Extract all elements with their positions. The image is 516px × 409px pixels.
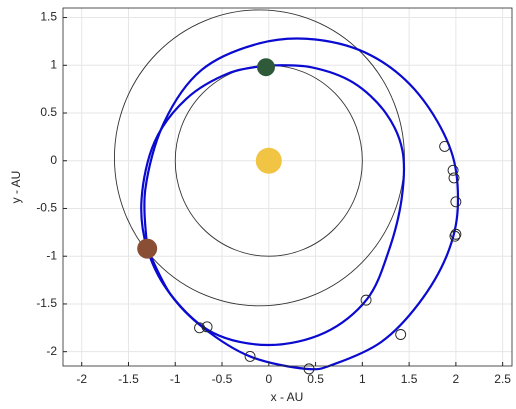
x-tick-label: -1 <box>170 372 181 386</box>
x-tick-label: -1.5 <box>118 372 139 386</box>
y-axis-label: y - AU <box>9 171 23 204</box>
body <box>256 148 282 174</box>
y-tick-label: 1.5 <box>40 10 57 24</box>
y-tick-label: 1 <box>50 57 57 71</box>
x-tick-label: 1.5 <box>401 372 418 386</box>
chart: x - AU y - AU -2 -1.5 -1 -0.5 0 0.5 1 1.5 2 2.5 -2… <box>0 0 516 409</box>
y-tick-label: -1.5 <box>36 296 57 310</box>
y-tick-label: -1 <box>46 248 57 262</box>
x-axis-label: x - AU <box>271 390 304 404</box>
y-tick-label: 0.5 <box>40 105 57 119</box>
x-tick-label: -0.5 <box>212 372 233 386</box>
x-tick-label: 1 <box>359 372 366 386</box>
plot-area <box>63 8 512 366</box>
x-tick-label: 2 <box>453 372 460 386</box>
body <box>137 239 157 259</box>
body <box>257 58 275 76</box>
x-tick-label: 0.5 <box>307 372 324 386</box>
y-tick-label: 0 <box>50 153 57 167</box>
x-tick-label: 0 <box>265 372 272 386</box>
y-tick-label: -2 <box>46 344 57 358</box>
y-tick-label: -0.5 <box>36 201 57 215</box>
x-tick-label: 2.5 <box>494 372 511 386</box>
x-tick-label: -2 <box>76 372 87 386</box>
